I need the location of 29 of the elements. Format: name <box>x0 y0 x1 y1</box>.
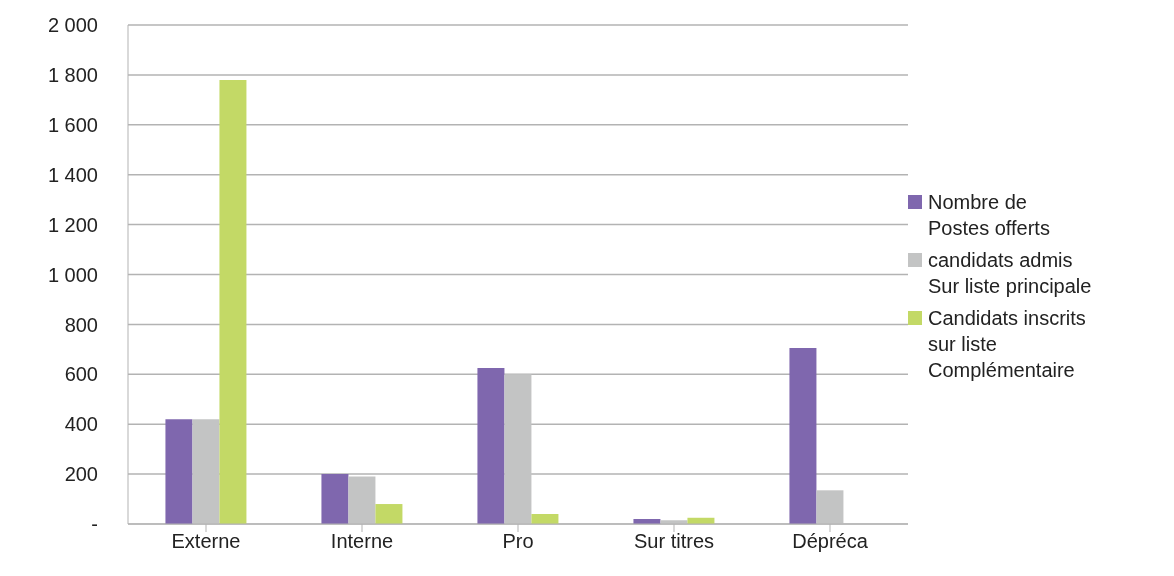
bar <box>789 348 817 524</box>
y-tick-label: 1 400 <box>47 163 98 186</box>
y-tick-label: 1 000 <box>47 263 98 286</box>
legend-label: candidats admis Sur liste principale <box>928 248 1092 299</box>
y-tick-label: 800 <box>64 313 98 336</box>
y-tick-label: 200 <box>64 463 98 486</box>
bar <box>192 419 220 524</box>
bar <box>348 476 376 524</box>
x-tick-label: Sur titres <box>633 530 715 553</box>
bar <box>531 514 559 524</box>
y-tick-label: 1 200 <box>47 213 98 236</box>
bar <box>165 419 193 524</box>
legend-label: Candidats inscrits sur liste Complémentaire <box>928 306 1086 383</box>
y-tick-label: 400 <box>64 413 98 436</box>
bar <box>477 368 505 524</box>
y-tick-label: - <box>91 513 98 536</box>
x-tick-label: Dépréca <box>792 530 869 553</box>
x-tick-label: Externe <box>171 530 241 553</box>
x-tick-label: Pro <box>502 530 534 553</box>
bar <box>219 79 247 524</box>
bar <box>816 490 844 524</box>
x-tick-label: Interne <box>330 530 394 553</box>
bar <box>321 474 349 524</box>
bar <box>375 504 403 524</box>
y-tick-label: 2 000 <box>47 14 98 37</box>
bar <box>504 374 532 524</box>
y-tick-label: 1 600 <box>47 113 98 136</box>
y-tick-label: 1 800 <box>47 64 98 86</box>
y-tick-label: 600 <box>64 363 98 386</box>
